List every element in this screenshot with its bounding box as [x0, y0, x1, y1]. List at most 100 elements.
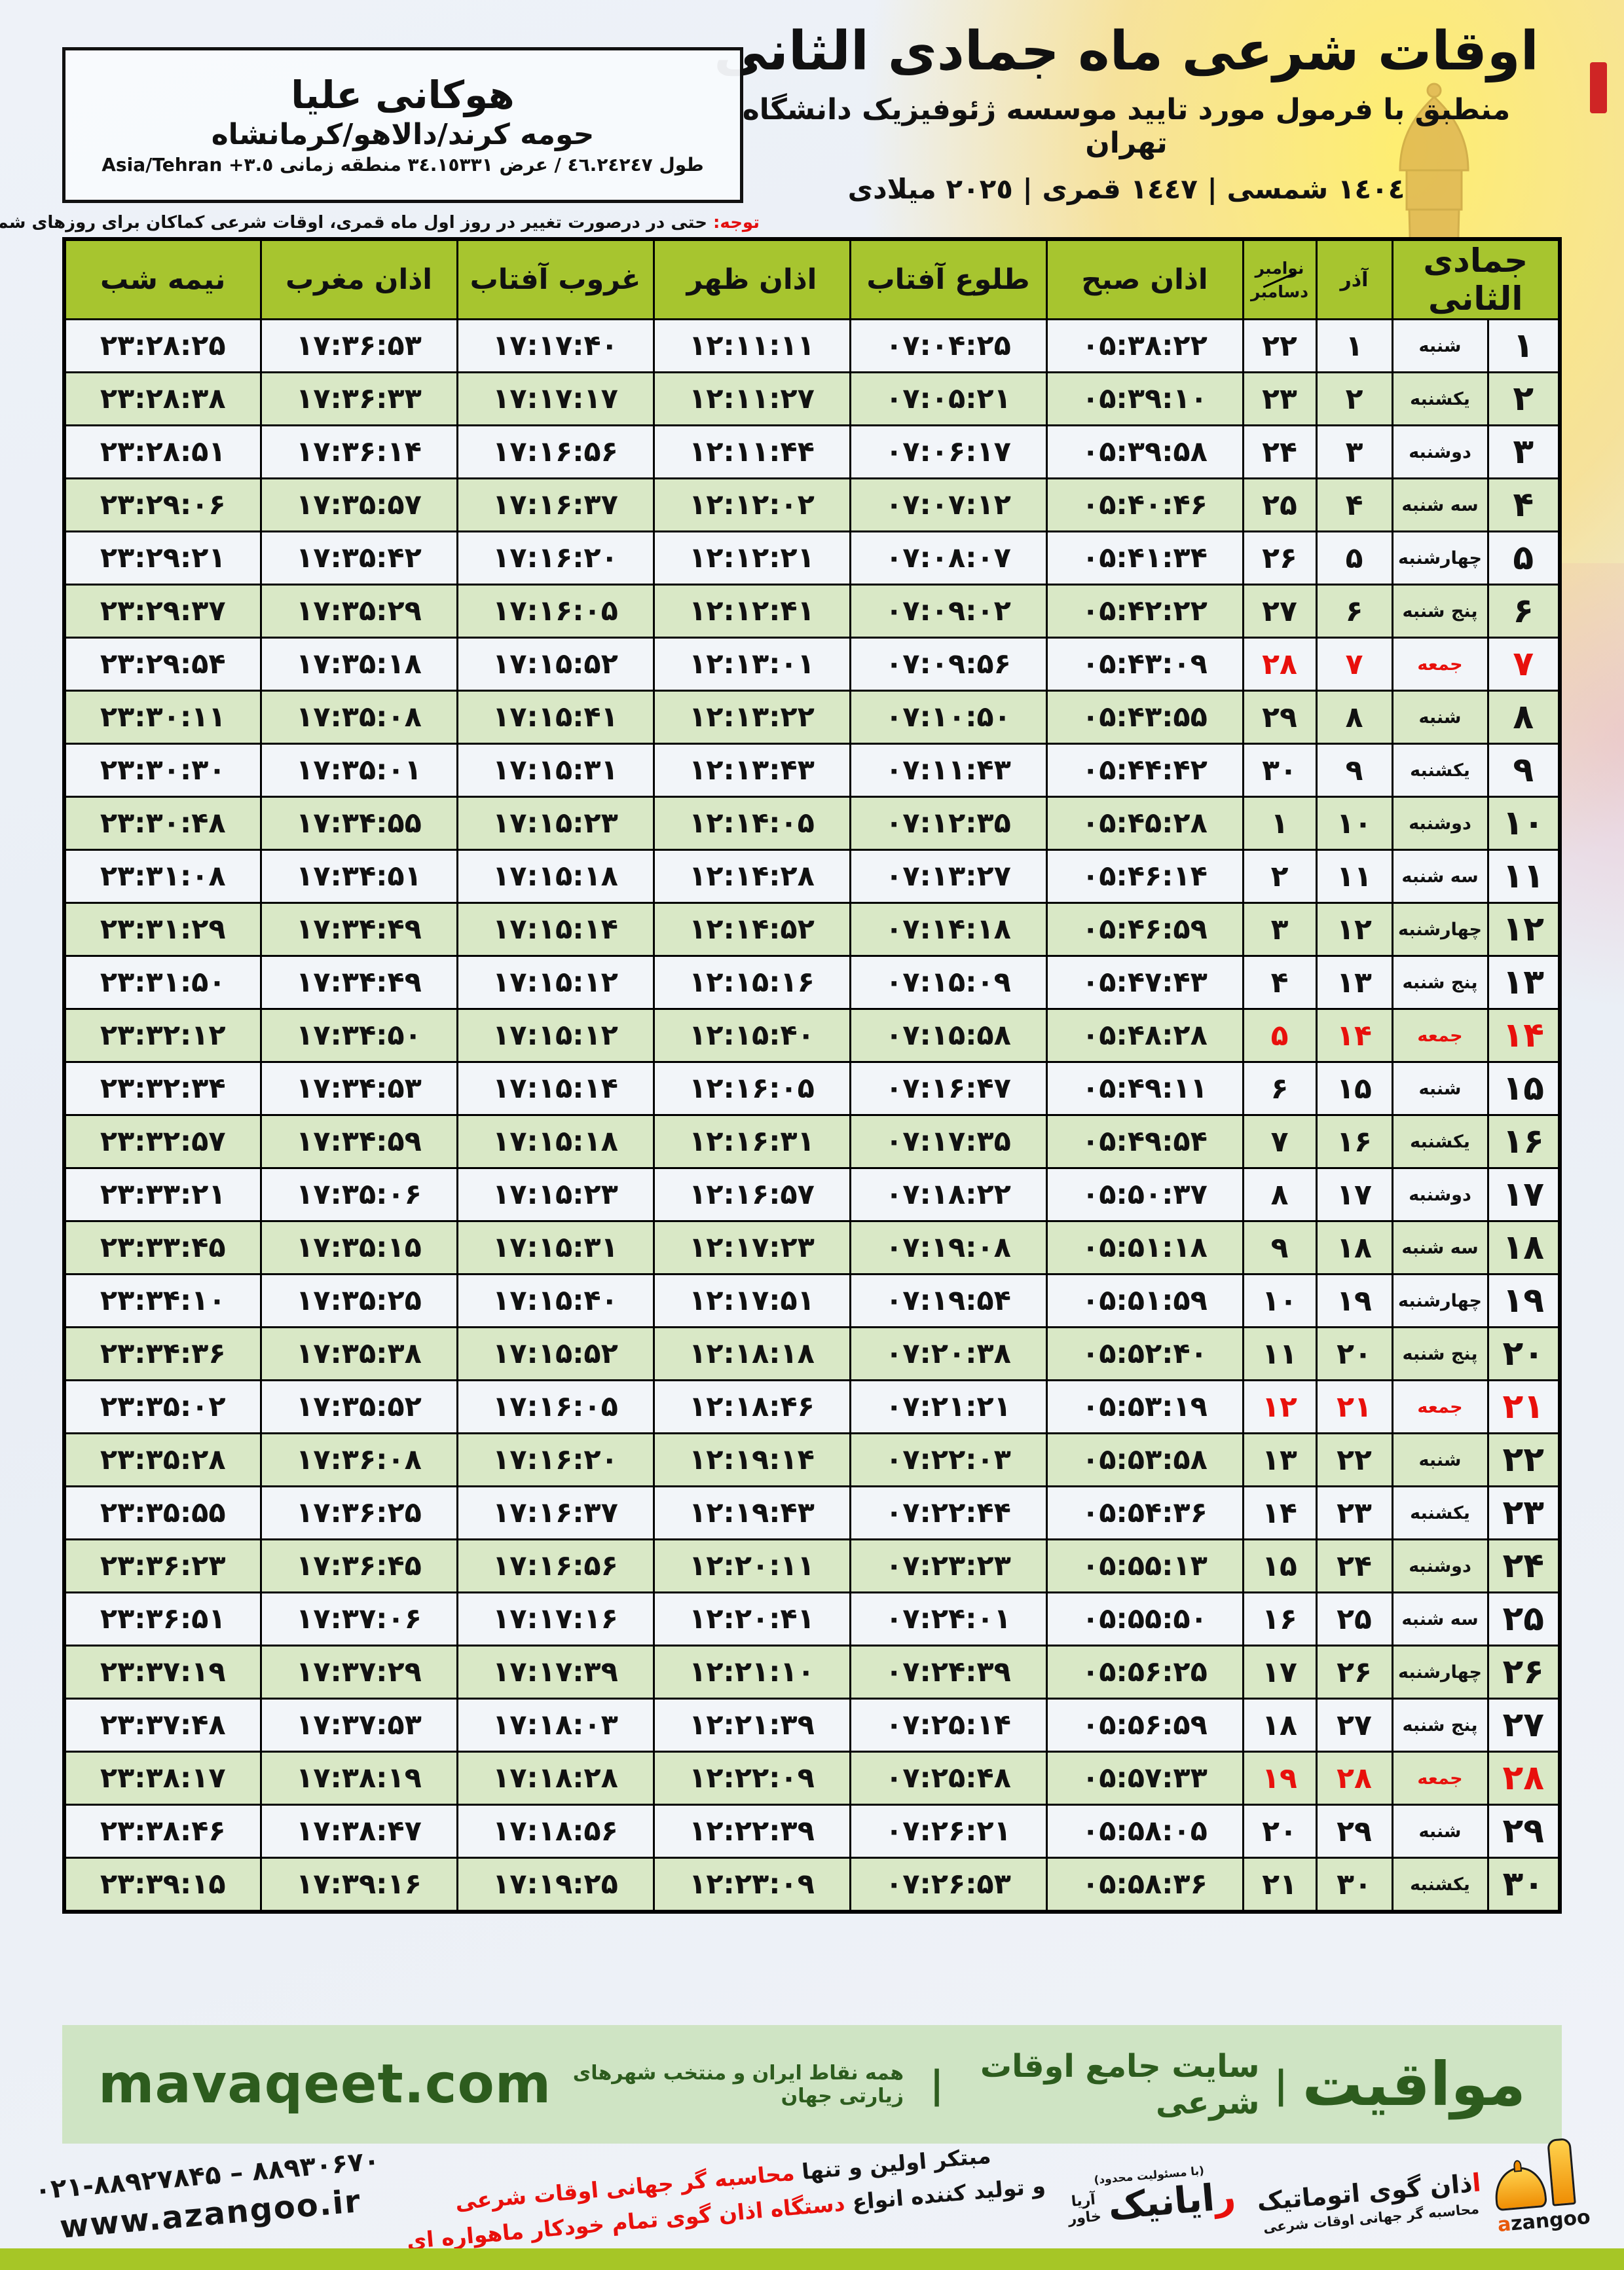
cell-fajr-time: ۰۵:۳۹:۱۰: [1045, 371, 1244, 426]
cell-fajr-time: ۰۵:۴۹:۵۴: [1045, 1114, 1244, 1169]
cell-day-number: ۲۴: [1486, 1538, 1561, 1593]
cell-sunrise-time: ۰۷:۲۰:۳۸: [849, 1326, 1048, 1381]
cell-day-number: ۳۰: [1486, 1857, 1561, 1913]
cell-midnight-time: ۲۳:۳۸:۱۷: [63, 1751, 262, 1806]
cell-sunset-time: ۱۷:۱۵:۵۲: [456, 1326, 655, 1381]
cell-day-number: ۸: [1486, 690, 1561, 745]
cell-fajr-time: ۰۵:۵۶:۵۹: [1045, 1698, 1244, 1753]
cell-weekday: پنج شنبه: [1391, 1698, 1489, 1753]
cell-weekday: جمعه: [1391, 1379, 1489, 1434]
cell-maghrib-time: ۱۷:۳۷:۲۹: [259, 1645, 458, 1700]
cell-sunset-time: ۱۷:۱۵:۳۱: [456, 743, 655, 798]
cell-weekday: شنبه: [1391, 1061, 1489, 1116]
cell-midnight-time: ۲۳:۳۳:۲۱: [63, 1167, 262, 1222]
cell-fajr-time: ۰۵:۴۴:۴۲: [1045, 743, 1244, 798]
cell-noon-time: ۱۲:۱۱:۲۷: [652, 371, 851, 426]
azangoo-wordmark: azangoo: [1497, 2205, 1592, 2236]
cell-sunrise-time: ۰۷:۰۹:۰۲: [849, 584, 1048, 639]
mosque-dome-icon: [1490, 2136, 1589, 2211]
cell-gregorian-day: ۱۹: [1242, 1751, 1318, 1806]
cell-weekday: شنبه: [1391, 1804, 1489, 1859]
cell-gregorian-day: ۲۹: [1242, 690, 1318, 745]
cell-gregorian-day: ۲۷: [1242, 584, 1318, 639]
header: اوقات شرعی ماه جمادی الثانی منطبق با فرم…: [701, 20, 1552, 205]
cell-noon-time: ۱۲:۱۱:۴۴: [652, 424, 851, 479]
banner-divider-2: |: [930, 2062, 944, 2107]
cell-azar-day: ۱: [1315, 318, 1393, 373]
cell-fajr-time: ۰۵:۴۷:۴۳: [1045, 955, 1244, 1010]
cell-day-number: ۲۰: [1486, 1326, 1561, 1381]
cell-noon-time: ۱۲:۲۱:۳۹: [652, 1698, 851, 1753]
cell-midnight-time: ۲۳:۲۹:۳۷: [63, 584, 262, 639]
timezone-text: Asia/Tehran +٣.٥: [101, 154, 274, 176]
cell-weekday: جمعه: [1391, 1751, 1489, 1806]
cell-midnight-time: ۲۳:۳۲:۱۲: [63, 1008, 262, 1063]
cell-fajr-time: ۰۵:۴۸:۲۸: [1045, 1008, 1244, 1063]
cell-noon-time: ۱۲:۱۵:۴۰: [652, 1008, 851, 1063]
cell-gregorian-day: ۱۸: [1242, 1698, 1318, 1753]
cell-sunset-time: ۱۷:۱۸:۰۳: [456, 1698, 655, 1753]
cell-azar-day: ۳: [1315, 424, 1393, 479]
cell-weekday: چهارشنبه: [1391, 1273, 1489, 1328]
cell-fajr-time: ۰۵:۵۸:۳۶: [1045, 1857, 1244, 1913]
cell-gregorian-day: ۱۴: [1242, 1485, 1318, 1540]
cell-sunrise-time: ۰۷:۱۰:۵۰: [849, 690, 1048, 745]
col-header-noon: اذان ظهر: [652, 238, 851, 320]
cell-noon-time: ۱۲:۱۸:۱۸: [652, 1326, 851, 1381]
cell-sunset-time: ۱۷:۱۶:۳۷: [456, 1485, 655, 1540]
cell-weekday: سه شنبه: [1391, 1591, 1489, 1647]
azangoo-icon-wrap: azangoo: [1490, 2136, 1591, 2237]
cell-gregorian-day: ۲۲: [1242, 318, 1318, 373]
table-row: ۲۱ جمعه ۲۱ ۱۲ ۰۵:۵۳:۱۹ ۰۷:۲۱:۲۱ ۱۲:۱۸:۴۶…: [63, 1379, 1561, 1434]
cell-sunrise-time: ۰۷:۰۹:۵۶: [849, 637, 1048, 692]
cell-maghrib-time: ۱۷:۳۶:۲۵: [259, 1485, 458, 1540]
table-row: ۹ یکشنبه ۹ ۳۰ ۰۵:۴۴:۴۲ ۰۷:۱۱:۴۳ ۱۲:۱۳:۴۳…: [63, 743, 1561, 798]
cell-sunset-time: ۱۷:۱۷:۳۹: [456, 1645, 655, 1700]
cell-fajr-time: ۰۵:۴۳:۰۹: [1045, 637, 1244, 692]
cell-day-number: ۲۶: [1486, 1645, 1561, 1700]
cell-noon-time: ۱۲:۱۴:۵۲: [652, 902, 851, 957]
rayanik-brand-initial: ر: [1213, 2174, 1238, 2219]
cell-gregorian-day: ۱۵: [1242, 1538, 1318, 1593]
cell-gregorian-day: ۲۱: [1242, 1857, 1318, 1913]
cell-weekday: دوشنبه: [1391, 1538, 1489, 1593]
cell-day-number: ۱۹: [1486, 1273, 1561, 1328]
azangoo-logo-block: azangoo اذان گوی اتوماتیک محاسبه گر جهان…: [1254, 2136, 1591, 2257]
banner-divider: |: [1274, 2062, 1288, 2107]
cell-weekday: سه شنبه: [1391, 477, 1489, 532]
cell-azar-day: ۹: [1315, 743, 1393, 798]
cell-sunrise-time: ۰۷:۲۴:۰۱: [849, 1591, 1048, 1647]
cell-sunrise-time: ۰۷:۰۴:۲۵: [849, 318, 1048, 373]
cell-weekday: سه شنبه: [1391, 849, 1489, 904]
cell-weekday: پنج شنبه: [1391, 584, 1489, 639]
cell-weekday: یکشنبه: [1391, 743, 1489, 798]
cell-azar-day: ۱۱: [1315, 849, 1393, 904]
cell-sunset-time: ۱۷:۱۹:۲۵: [456, 1857, 655, 1913]
cell-sunset-time: ۱۷:۱۵:۱۴: [456, 902, 655, 957]
cell-sunrise-time: ۰۷:۰۵:۲۱: [849, 371, 1048, 426]
cell-maghrib-time: ۱۷:۳۴:۴۹: [259, 955, 458, 1010]
cell-midnight-time: ۲۳:۳۷:۱۹: [63, 1645, 262, 1700]
cell-gregorian-day: ۲۸: [1242, 637, 1318, 692]
calendar-years: ١٤٠٤ شمسی | ١٤٤٧ قمری | ٢٠٢٥ میلادی: [847, 173, 1405, 206]
cell-gregorian-day: ۵: [1242, 1008, 1318, 1063]
cell-maghrib-time: ۱۷:۳۶:۰۸: [259, 1432, 458, 1487]
cell-noon-time: ۱۲:۱۶:۵۷: [652, 1167, 851, 1222]
cell-noon-time: ۱۲:۱۱:۱۱: [652, 318, 851, 373]
cell-maghrib-time: ۱۷:۳۵:۴۲: [259, 530, 458, 586]
cell-gregorian-day: ۷: [1242, 1114, 1318, 1169]
cell-day-number: ۲: [1486, 371, 1561, 426]
cell-fajr-time: ۰۵:۵۱:۱۸: [1045, 1220, 1244, 1275]
cell-sunrise-time: ۰۷:۱۵:۵۸: [849, 1008, 1048, 1063]
cell-sunset-time: ۱۷:۱۵:۲۳: [456, 796, 655, 851]
cell-sunrise-time: ۰۷:۰۷:۱۲: [849, 477, 1048, 532]
cell-gregorian-day: ۱: [1242, 796, 1318, 851]
notice-text: حتی در درصورت تغییر در روز اول ماه قمری،…: [0, 213, 707, 233]
cell-day-number: ۱۱: [1486, 849, 1561, 904]
cell-fajr-time: ۰۵:۴۲:۲۲: [1045, 584, 1244, 639]
cell-gregorian-day: ۱۳: [1242, 1432, 1318, 1487]
cell-sunrise-time: ۰۷:۲۳:۲۳: [849, 1538, 1048, 1593]
cell-noon-time: ۱۲:۲۲:۰۹: [652, 1751, 851, 1806]
cell-day-number: ۲۲: [1486, 1432, 1561, 1487]
banner-site-label: سایت جامع اوقات شرعی: [980, 2047, 1260, 2121]
